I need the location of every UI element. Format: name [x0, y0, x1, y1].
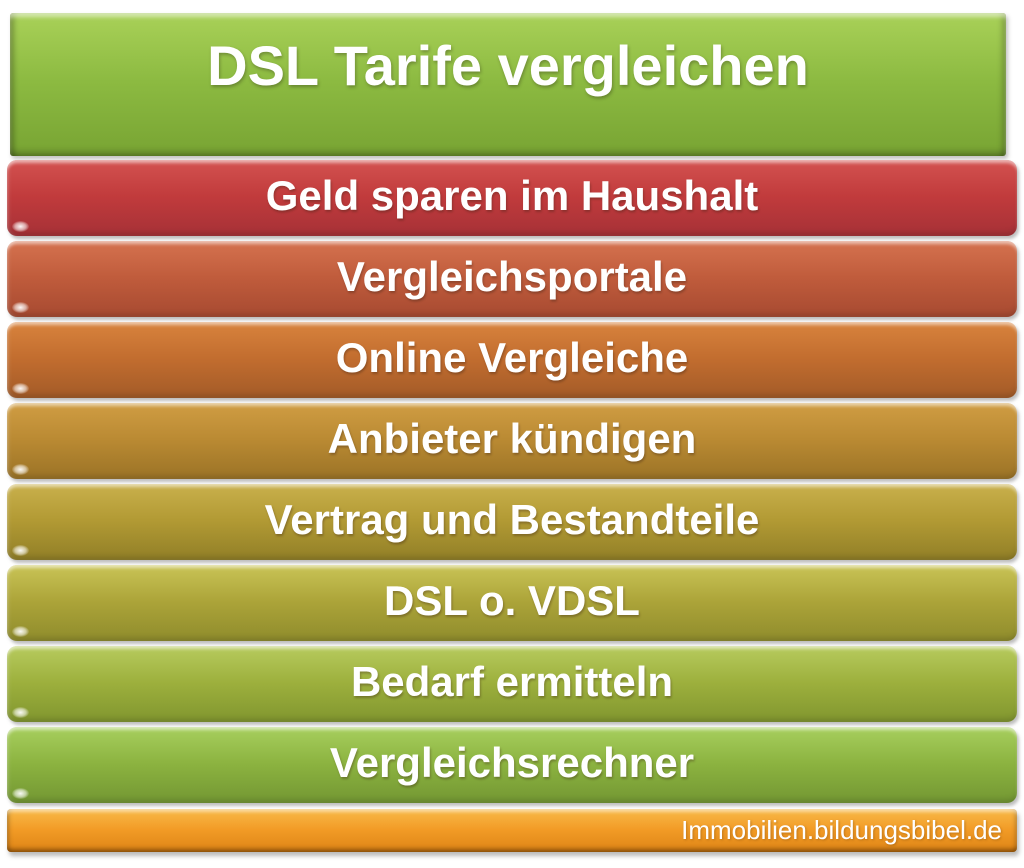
footer-banner: Immobilien.bildungsbibel.de — [7, 809, 1017, 852]
bar-bedarf-ermitteln[interactable]: Bedarf ermitteln — [7, 646, 1017, 722]
bar-anbieter-kuendigen[interactable]: Anbieter kündigen — [7, 403, 1017, 479]
bar-label: Anbieter kündigen — [327, 415, 697, 462]
title-banner: DSL Tarife vergleichen — [10, 13, 1006, 156]
site-attribution-link[interactable]: Immobilien.bildungsbibel.de — [681, 815, 1002, 845]
bar-label: Geld sparen im Haushalt — [265, 172, 759, 219]
bar-vertrag-und-bestandteile[interactable]: Vertrag und Bestandteile — [7, 484, 1017, 560]
bar-label: Vertrag und Bestandteile — [264, 496, 760, 543]
bar-geld-sparen-im-haushalt[interactable]: Geld sparen im Haushalt — [7, 160, 1017, 236]
bar-vergleichsportale[interactable]: Vergleichsportale — [7, 241, 1017, 317]
bar-online-vergleiche[interactable]: Online Vergleiche — [7, 322, 1017, 398]
page-title: DSL Tarife vergleichen — [207, 34, 809, 97]
bar-label: Vergleichsportale — [336, 253, 688, 300]
bar-vergleichsrechner[interactable]: Vergleichsrechner — [7, 727, 1017, 803]
bar-label: DSL o. VDSL — [384, 577, 640, 624]
bar-dsl-o-vdsl[interactable]: DSL o. VDSL — [7, 565, 1017, 641]
topic-bar-stack: Geld sparen im Haushalt Vergleichsportal… — [7, 160, 1017, 803]
bar-label: Online Vergleiche — [335, 334, 689, 381]
bar-label: Bedarf ermitteln — [350, 658, 674, 705]
bar-label: Vergleichsrechner — [329, 739, 695, 786]
